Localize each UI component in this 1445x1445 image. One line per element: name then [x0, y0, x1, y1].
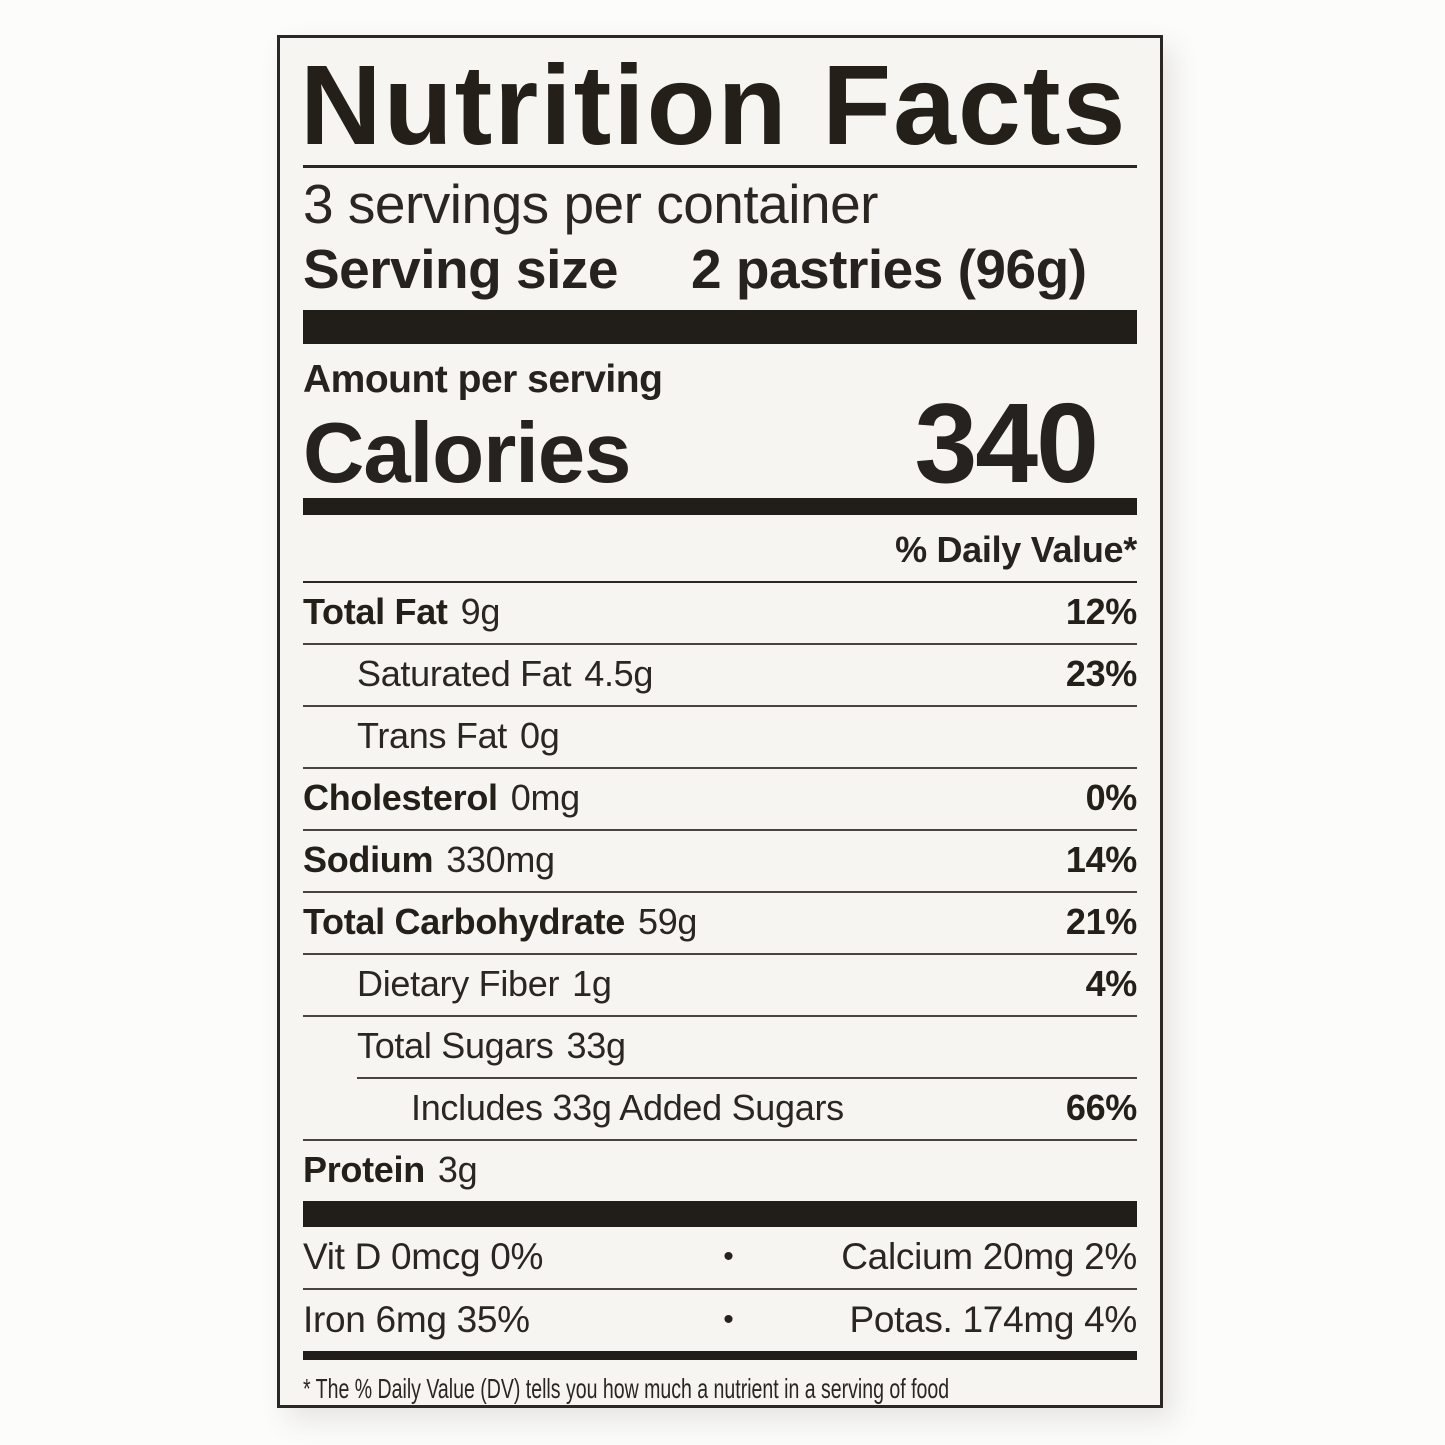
bullet-separator-icon: •	[723, 1302, 734, 1336]
micronutrient-left: Vit D 0mcg 0%	[303, 1235, 544, 1277]
calories-row: Calories 340	[303, 379, 1137, 506]
nutrient-name: Includes 33g Added Sugars	[411, 1086, 844, 1128]
micronutrient-left: Iron 6mg 35%	[303, 1298, 530, 1340]
nutrient-row-trans-fat: Trans Fat 0g	[303, 704, 1137, 767]
amount-per-serving-label: Amount per serving	[303, 357, 663, 401]
nutrient-daily-value: 23%	[1065, 652, 1137, 694]
nutrient-row-protein: Protein 3g	[303, 1138, 1137, 1201]
nutrient-amount: 3g	[437, 1148, 478, 1190]
nutrient-amount: 9g	[460, 590, 501, 632]
nutrient-amount: 1g	[572, 962, 612, 1004]
nutrient-row-sodium: Sodium 330mg 14%	[303, 828, 1137, 891]
micronutrient-right: Calcium 20mg 2%	[841, 1235, 1137, 1277]
nutrient-name: Saturated Fat	[357, 652, 572, 694]
nutrient-amount: 0g	[520, 714, 560, 756]
nutrient-name: Protein	[303, 1148, 425, 1190]
nutrition-facts-label: Nutrition Facts 3 servings per container…	[277, 35, 1163, 1408]
thin-separator-bar	[303, 1350, 1137, 1360]
title-divider	[303, 164, 1137, 168]
nutrient-name: Cholesterol	[303, 776, 498, 818]
nutrient-row-added-sugars: Includes 33g Added Sugars 66%	[357, 1076, 1137, 1139]
label-title: Nutrition Facts	[300, 42, 1128, 168]
nutrient-name: Sodium	[303, 838, 434, 880]
nutrient-amount: 59g	[637, 900, 698, 942]
nutrient-amount: 33g	[566, 1024, 626, 1066]
serving-size-row: Serving size 2 pastries (96g)	[303, 237, 1137, 302]
nutrient-daily-value: 4%	[1085, 962, 1138, 1004]
nutrient-name: Total Sugars	[357, 1024, 554, 1066]
nutrient-row-cholesterol: Cholesterol 0mg 0%	[303, 766, 1138, 829]
micronutrient-right: Potas. 174mg 4%	[849, 1298, 1137, 1340]
nutrient-name: Trans Fat	[357, 714, 508, 756]
nutrient-name: Dietary Fiber	[357, 962, 560, 1004]
nutrient-row-dietary-fiber: Dietary Fiber 1g 4%	[303, 952, 1138, 1015]
thick-separator-bar	[303, 309, 1137, 344]
nutrient-daily-value: 66%	[1065, 1086, 1137, 1128]
thick-separator-bar	[303, 1200, 1137, 1227]
calories-label: Calories	[303, 405, 631, 501]
micronutrient-row-vitd-calcium: Vit D 0mcg 0% • Calcium 20mg 2%	[303, 1227, 1137, 1288]
daily-value-footnote: * The % Daily Value (DV) tells you how m…	[303, 1370, 1137, 1405]
micronutrient-row-iron-potassium: Iron 6mg 35% • Potas. 174mg 4%	[303, 1287, 1137, 1351]
nutrient-row-total-sugars: Total Sugars 33g	[303, 1014, 1137, 1077]
serving-size-value: 2 pastries (96g)	[691, 237, 1087, 300]
serving-size-label: Serving size	[303, 237, 618, 300]
bullet-separator-icon: •	[723, 1239, 734, 1273]
nutrient-daily-value: 0%	[1085, 776, 1138, 818]
footnote-line: * The % Daily Value (DV) tells you how m…	[303, 1372, 950, 1404]
nutrient-row-total-fat: Total Fat 9g 12%	[303, 583, 1137, 643]
servings-per-container: 3 servings per container	[303, 172, 878, 235]
nutrient-amount: 4.5g	[584, 652, 654, 694]
nutrient-daily-value: 21%	[1065, 900, 1137, 942]
calories-value: 340	[914, 379, 1099, 506]
nutrient-name: Total Carbohydrate	[303, 900, 625, 942]
nutrient-row-saturated-fat: Saturated Fat 4.5g 23%	[303, 642, 1137, 705]
nutrient-row-total-carbohydrate: Total Carbohydrate 59g 21%	[303, 890, 1137, 953]
daily-value-header: % Daily Value*	[303, 515, 1137, 583]
medium-separator-bar	[303, 497, 1137, 515]
nutrient-amount: 330mg	[446, 838, 555, 880]
nutrient-daily-value: 12%	[1065, 590, 1137, 632]
nutrient-amount: 0mg	[510, 776, 580, 818]
nutrient-daily-value: 14%	[1065, 838, 1137, 880]
nutrient-name: Total Fat	[303, 590, 448, 632]
